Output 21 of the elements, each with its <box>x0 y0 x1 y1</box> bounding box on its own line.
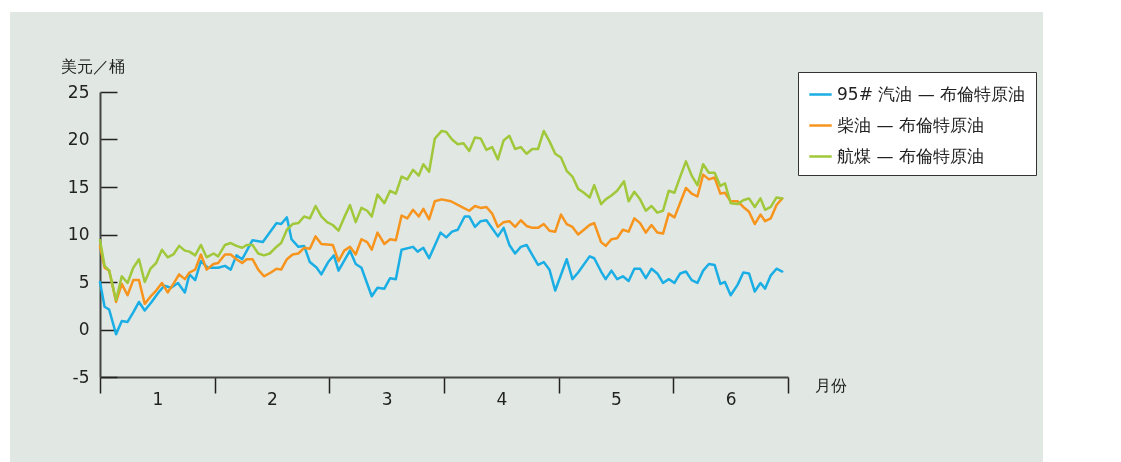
x-axis-title: 月份 <box>814 375 847 395</box>
x-tick-label: 3 <box>381 388 393 409</box>
x-tick-label: 5 <box>611 388 622 409</box>
legend-label: 95# 汽油 — 布倫特原油 <box>837 83 1026 104</box>
x-tick-label: 2 <box>267 388 278 409</box>
x-tick-label: 1 <box>152 388 164 409</box>
x-tick-label: 6 <box>725 388 737 409</box>
y-tick-label: 15 <box>67 176 90 197</box>
y-axis-title: 美元／桶 <box>60 56 125 76</box>
y-tick-label: 25 <box>67 81 90 102</box>
legend-label: 柴油 — 布倫特原油 <box>837 114 984 135</box>
y-tick-label: 0 <box>78 319 90 339</box>
y-tick-label: 10 <box>67 224 90 244</box>
y-tick-label: 5 <box>78 271 90 292</box>
line-series <box>98 215 784 336</box>
x-tick-label: 4 <box>496 388 508 409</box>
legend-label: 航煤 — 布倫特原油 <box>837 145 984 166</box>
line-series <box>98 129 784 302</box>
line-series <box>98 173 784 306</box>
y-tick-label: 20 <box>67 129 90 149</box>
y-tick-label: -5 <box>72 366 90 387</box>
